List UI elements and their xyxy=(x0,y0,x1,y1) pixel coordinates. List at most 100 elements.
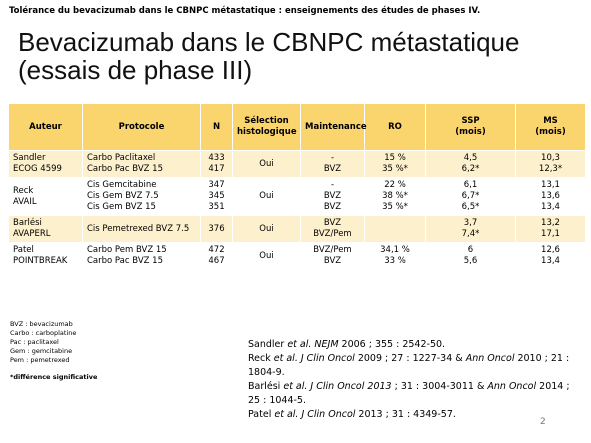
column-header: RO xyxy=(364,103,426,151)
table-cell: 34,1 % 33 % xyxy=(364,242,426,270)
table-cell: 6,1 6,7* 6,5* xyxy=(425,177,516,216)
cell-line: - xyxy=(330,180,335,190)
table-row: Reck AVAIL Cis Gemcitabine Cis Gem BVZ 7.5 C… xyxy=(8,177,586,216)
reference: Patel et al. J Clin Oncol 2013 ; 31 : 43… xyxy=(248,408,578,422)
table-cell xyxy=(364,215,426,243)
cell-line: 12,3* xyxy=(538,164,563,174)
cell-line: 13,6 xyxy=(541,191,560,201)
cell-line: 35 %* xyxy=(382,164,408,174)
reference-part: Barlési xyxy=(248,381,284,392)
table-cell: 10,3 12,3* xyxy=(515,150,586,178)
table-cell: 15 % 35 %* xyxy=(364,150,426,178)
reference-part: 2006 ; 355 : 2542-50. xyxy=(338,339,446,350)
title-line: (essais de phase III) xyxy=(18,55,253,85)
reference-part: Patel xyxy=(248,409,275,420)
reference-part: et al. J Clin Oncol xyxy=(273,353,355,364)
column-header: Sélection histologique xyxy=(232,103,301,151)
cell-line: 4,5 xyxy=(463,153,478,163)
cell-line: Oui xyxy=(259,223,274,234)
table-cell: Barlési AVAPERL xyxy=(8,215,83,243)
cell-line: 12,6 xyxy=(541,245,560,255)
footnote: Pem : pemetrexed xyxy=(10,356,70,364)
cell-line: Cis Gemcitabine xyxy=(87,180,157,190)
column-header: SSP (mois) xyxy=(425,103,516,151)
cell-line: 6,2* xyxy=(461,164,480,174)
cell-line: 13,2 xyxy=(541,218,560,228)
cell-line: Oui xyxy=(259,191,274,201)
cell-line: BVZ xyxy=(323,218,342,228)
cell-line: 467 xyxy=(208,256,225,266)
significance-note: *différence significative xyxy=(10,373,98,381)
header-line: RO xyxy=(388,121,402,132)
cell-line: 15 % xyxy=(384,153,406,163)
cell-line: Carbo Pac BVZ 15 xyxy=(87,256,163,266)
table-row: Sandler ECOG 4599 Carbo Paclitaxel Carbo Pa… xyxy=(8,150,586,178)
header-line: histologique xyxy=(237,127,297,137)
cell-line: 10,3 xyxy=(541,153,560,163)
reference-part: Reck xyxy=(248,353,274,364)
cell-line: ECOG 4599 xyxy=(13,164,62,174)
table-cell: Carbo Pem BVZ 15 Carbo Pac BVZ 15 xyxy=(82,242,201,270)
table-cell: - BVZ xyxy=(300,150,365,178)
cell-line: Oui xyxy=(259,250,274,261)
reference: Reck et al. J Clin Oncol 2009 ; 27 : 122… xyxy=(248,352,578,380)
table-cell: Oui xyxy=(232,177,301,216)
title-line: Bevacizumab dans le CBNPC métastatique xyxy=(18,27,520,57)
cell-line: 472 xyxy=(208,245,225,255)
column-header: Protocole xyxy=(82,103,201,151)
table-body: Sandler ECOG 4599 Carbo Paclitaxel Carbo Pa… xyxy=(8,150,586,270)
table-cell: 3,7 7,4* xyxy=(425,215,516,243)
cell-line: 38 %* xyxy=(382,191,408,201)
cell-line: Sandler xyxy=(13,153,46,163)
cell-line: 33 % xyxy=(384,256,406,266)
table-cell: 13,2 17,1 xyxy=(515,215,586,243)
header-line: Protocole xyxy=(118,121,165,132)
cell-line: 376 xyxy=(208,223,225,234)
cell-line: Patel xyxy=(13,245,34,255)
table-cell: Sandler ECOG 4599 xyxy=(8,150,83,178)
header-line: (mois) xyxy=(535,127,566,137)
cell-line: 35 %* xyxy=(382,202,408,212)
title: Bevacizumab dans le CBNPC métastatique (… xyxy=(18,28,519,84)
reference-part: Ann Oncol xyxy=(465,353,515,364)
cell-line: Reck xyxy=(13,185,34,196)
table: Auteur Protocole N Sélection histologique Mai… xyxy=(8,103,586,270)
cell-line: 347 xyxy=(208,180,225,190)
header: Tolérance du bevacizumab dans le CBNPC m… xyxy=(9,6,481,16)
cell-line: BVZ xyxy=(323,202,342,212)
column-header: N xyxy=(200,103,233,151)
cell-line: 6,5* xyxy=(461,202,480,212)
cell-line: 3,7 xyxy=(463,218,478,228)
cell-line: 6,7* xyxy=(461,191,480,201)
reference-part: et al. J Clin Oncol xyxy=(274,409,356,420)
cell-line: 351 xyxy=(208,202,225,212)
cell-line: POINTBREAK xyxy=(13,256,68,266)
reference-part: ; 31 : 3004-3011 & xyxy=(391,381,488,392)
table-cell: Oui xyxy=(232,150,301,178)
references: Sandler et al. NEJM 2006 ; 355 : 2542-50… xyxy=(248,338,578,422)
cell-line: 13,1 xyxy=(541,180,560,190)
table-cell: Cis Gemcitabine Cis Gem BVZ 7.5 Cis Gem BV… xyxy=(82,177,201,216)
table-cell: Carbo Paclitaxel Carbo Pac BVZ 15 xyxy=(82,150,201,178)
footnote: Pac : paclitaxel xyxy=(10,338,59,346)
reference-part: et al. J Clin Oncol 2013 xyxy=(283,381,392,392)
table-cell: Oui xyxy=(232,242,301,270)
table-cell: BVZ/Pem BVZ xyxy=(300,242,365,270)
footnote: Gem : gemcitabine xyxy=(10,347,73,355)
cell-line: AVAIL xyxy=(13,196,37,207)
table-cell: Oui xyxy=(232,215,301,243)
table-row: Barlési AVAPERL Cis Pemetrexed BVZ 7.5 376 O… xyxy=(8,215,586,243)
table-cell: 433 417 xyxy=(200,150,233,178)
header-line: Sélection xyxy=(244,116,289,126)
table-cell: 472 467 xyxy=(200,242,233,270)
header-line: SSP xyxy=(461,116,480,126)
cell-line: 34,1 % xyxy=(380,245,410,255)
table-cell: 4,5 6,2* xyxy=(425,150,516,178)
cell-line: Cis Pemetrexed BVZ 7.5 xyxy=(87,223,190,234)
header-line: N xyxy=(212,121,221,132)
cell-line: BVZ xyxy=(323,256,342,266)
cell-line: 417 xyxy=(208,164,225,174)
cell-line: BVZ xyxy=(323,191,342,201)
table-cell: 347 345 351 xyxy=(200,177,233,216)
